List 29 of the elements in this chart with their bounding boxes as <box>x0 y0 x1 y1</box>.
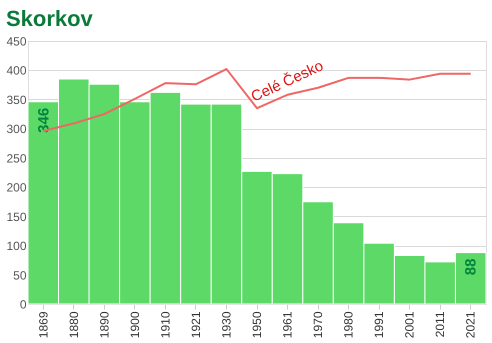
x-tick-label: 2011 <box>433 311 448 338</box>
y-tick-label: 100 <box>6 239 27 254</box>
y-tick-label: 50 <box>13 268 27 282</box>
y-tick-label: 300 <box>6 122 27 136</box>
y-tick-label: 450 <box>6 34 27 48</box>
x-tick-label: 1921 <box>188 311 203 338</box>
x-tick-label: 1880 <box>66 311 81 338</box>
data-label: 346 <box>35 108 52 133</box>
data-label: 88 <box>462 258 480 276</box>
x-tick-label: 1900 <box>128 311 142 338</box>
y-tick-label: 0 <box>20 298 27 312</box>
y-tick-label: 250 <box>6 151 27 166</box>
x-tick-label: 1950 <box>250 311 264 338</box>
x-tick-label: 1930 <box>219 311 234 338</box>
y-tick-label: 350 <box>6 92 27 107</box>
x-tick-label: 1910 <box>158 311 172 338</box>
x-tick-label: 1869 <box>36 311 50 338</box>
x-tick-label: 1961 <box>280 311 295 338</box>
x-tick-label: 2001 <box>402 311 417 338</box>
x-tick-label: 1890 <box>97 311 112 338</box>
x-tick-label: 1980 <box>342 311 356 338</box>
x-tick-label: 2021 <box>464 311 478 338</box>
chart-title: Skorkov <box>6 6 94 31</box>
y-tick-label: 400 <box>6 64 27 78</box>
x-tick-label: 1991 <box>372 311 386 338</box>
x-tick-label: 1970 <box>311 311 326 338</box>
y-tick-label: 200 <box>6 180 27 195</box>
text: Celé Česko <box>248 56 326 106</box>
y-tick-label: 150 <box>6 210 27 224</box>
